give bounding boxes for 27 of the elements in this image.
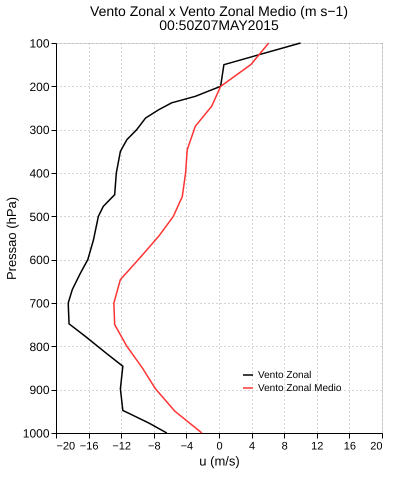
y-tick-label: 300 <box>29 123 50 138</box>
chart-title: Vento Zonal x Vento Zonal Medio (m s−1) <box>90 3 348 19</box>
x-tick-label: −12 <box>112 440 132 452</box>
y-tick-label: 600 <box>29 253 50 268</box>
legend-label: Vento Zonal <box>258 370 312 381</box>
x-tick-label: 0 <box>216 440 223 452</box>
x-tick-label: −20 <box>56 440 76 452</box>
y-tick-label: 900 <box>29 383 50 398</box>
x-axis-title: u (m/s) <box>199 454 240 468</box>
y-tick-label: 100 <box>29 36 50 50</box>
x-tick-label: 4 <box>249 440 256 452</box>
y-tick-label: 500 <box>29 210 50 224</box>
y-tick-label: 1000 <box>22 426 50 440</box>
y-tick-label: 700 <box>29 296 50 310</box>
x-tick-label: −8 <box>148 440 161 452</box>
y-tick-label: 200 <box>29 80 50 94</box>
legend-label: Vento Zonal Medio <box>258 383 342 394</box>
x-tick-label: −4 <box>180 440 194 452</box>
x-tick-label: 8 <box>282 440 288 452</box>
y-axis-title: Pressao (hPa) <box>4 196 19 280</box>
x-tick-label: 12 <box>311 440 324 452</box>
y-tick-label: 800 <box>29 340 50 354</box>
chart-subtitle: 00:50Z07MAY2015 <box>159 17 280 33</box>
x-tick-label: −16 <box>80 440 98 452</box>
y-tick-label: 400 <box>29 166 50 180</box>
x-tick-label: 16 <box>344 440 356 452</box>
x-tick-label: 20 <box>370 440 382 452</box>
